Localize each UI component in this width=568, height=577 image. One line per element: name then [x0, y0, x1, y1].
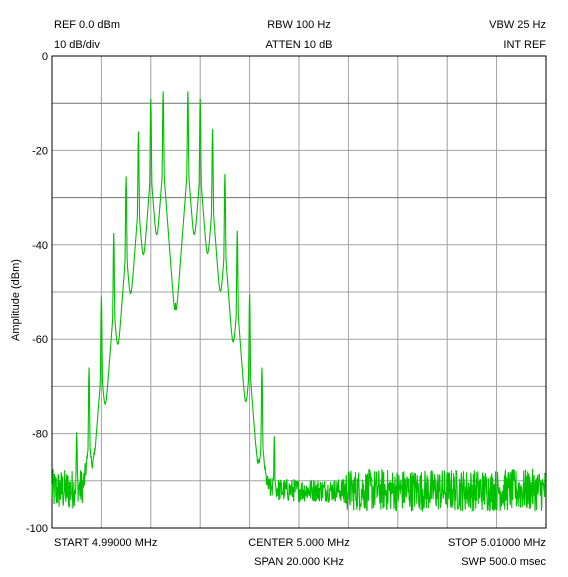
atten-label: ATTEN 10 dB	[265, 39, 333, 51]
center-freq-label: CENTER 5.000 MHz	[248, 537, 350, 549]
plot-frame	[51, 55, 547, 529]
rbw-label: RBW 100 Hz	[267, 19, 331, 31]
scale-label: 10 dB/div	[54, 39, 100, 51]
span-label: SPAN 20.000 KHz	[254, 556, 344, 568]
vbw-label: VBW 25 Hz	[489, 19, 546, 31]
peak-point	[175, 322, 177, 324]
ref-source-label: INT REF	[503, 39, 546, 51]
y-tick-label: -40	[32, 240, 48, 252]
y-tick-label: -100	[26, 523, 48, 535]
y-tick-label: -20	[32, 145, 48, 157]
ref-level-label: REF 0.0 dBm	[54, 19, 121, 31]
y-tick-label: 0	[42, 51, 48, 63]
y-tick-label: -80	[32, 429, 48, 441]
y-axis-label: Amplitude (dBm)	[10, 259, 22, 341]
stop-freq-label: STOP 5.01000 MHz	[447, 537, 546, 549]
y-tick-label: -60	[32, 334, 48, 346]
spectrum-trace	[51, 91, 547, 513]
start-freq-label: START 4.99000 MHz	[54, 537, 158, 549]
sweep-time-label: SWP 500.0 msec	[461, 556, 546, 568]
